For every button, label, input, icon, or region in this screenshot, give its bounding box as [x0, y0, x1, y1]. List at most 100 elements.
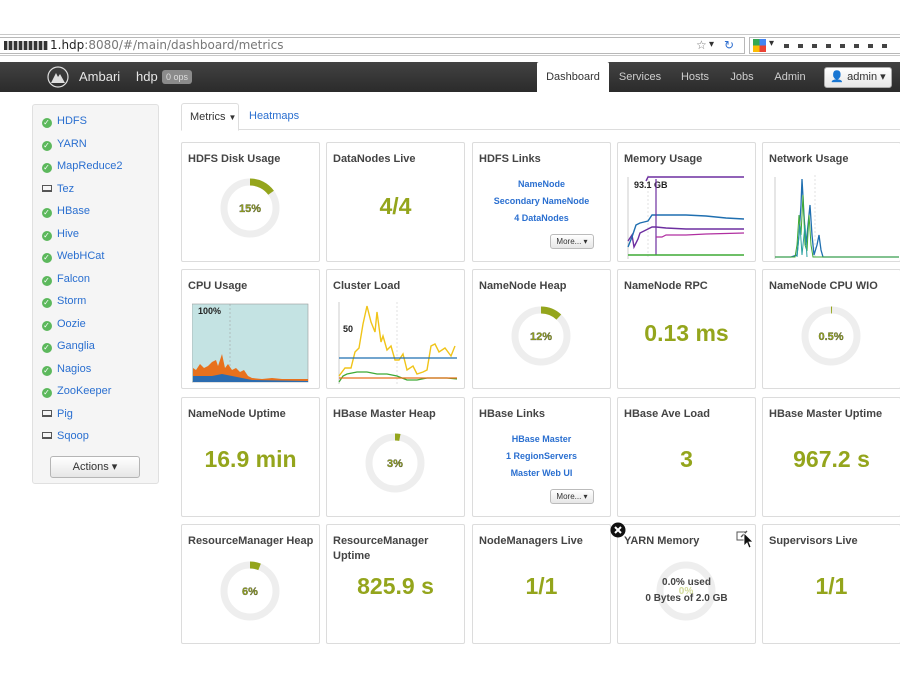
yarn-memory-detail: 0 Bytes of 2.0 GB: [645, 593, 728, 604]
sidebar-item-pig[interactable]: Pig: [41, 406, 73, 422]
nav-tab-services[interactable]: Services: [618, 71, 662, 83]
status-ok-icon: ✓: [41, 275, 52, 286]
regionservers-link[interactable]: 1 RegionServers: [505, 451, 578, 461]
browser-url-bar: 1.hdp:8080/#/main/dashboard/metrics ☆ ▾ …: [0, 34, 900, 56]
search-engine-box[interactable]: ▾: [749, 37, 900, 54]
sidebar-item-falcon[interactable]: ✓ Falcon: [41, 271, 90, 287]
sidebar-item-storm[interactable]: ✓ Storm: [41, 293, 86, 309]
yarn-memory-donut: 0%: [656, 561, 716, 621]
widget-network-usage[interactable]: Network Usage: [762, 142, 900, 262]
master-web-ui-link[interactable]: Master Web UI: [510, 468, 573, 478]
widget-namenode-rpc[interactable]: NameNode RPC 0.13 ms: [617, 269, 756, 389]
widget-namenode-uptime[interactable]: NameNode Uptime 16.9 min: [181, 397, 320, 517]
sidebar-item-label: Hive: [57, 227, 80, 240]
bookmark-star-icon[interactable]: ☆: [696, 38, 707, 52]
sidebar-item-nagios[interactable]: ✓ Nagios: [41, 361, 91, 377]
url-input[interactable]: 1.hdp:8080/#/main/dashboard/metrics: [0, 37, 745, 54]
hbase-master-link[interactable]: HBase Master: [511, 434, 572, 444]
memory-usage-chart: 93.1 GB: [627, 175, 745, 259]
cpu-usage-label: 100%: [198, 306, 221, 316]
actions-button[interactable]: Actions ▾: [50, 456, 140, 478]
memory-usage-label: 93.1 GB: [634, 180, 668, 190]
widget-hbase-links: HBase Links HBase Master 1 RegionServers…: [472, 397, 611, 517]
hbase-ave-load-value: 3: [680, 446, 693, 472]
sidebar-item-yarn[interactable]: ✓ YARN: [41, 136, 87, 152]
url-path: :8080/#/main/dashboard/metrics: [84, 38, 284, 52]
datanodes-link[interactable]: 4 DataNodes: [514, 213, 569, 223]
ambari-logo-icon[interactable]: [47, 66, 69, 88]
widget-hbase-ave-load[interactable]: HBase Ave Load 3: [617, 397, 756, 517]
widget-title: Supervisors Live: [769, 535, 858, 547]
sidebar-item-hive[interactable]: ✓ Hive: [41, 226, 79, 242]
widget-nodemanagers-live[interactable]: NodeManagers Live 1/1: [472, 524, 611, 644]
widget-memory-usage[interactable]: Memory Usage 93.1 GB: [617, 142, 756, 262]
user-menu-button[interactable]: 👤 admin ▾: [824, 67, 892, 88]
nav-tab-jobs[interactable]: Jobs: [730, 71, 754, 83]
status-ok-icon: ✓: [41, 163, 52, 173]
client-laptop-icon: [41, 406, 52, 422]
caret-down-icon: ▼: [228, 113, 237, 122]
sidebar-item-tez[interactable]: Tez: [41, 181, 74, 197]
sidebar-item-mapreduce2[interactable]: ✓ MapReduce2: [41, 158, 122, 174]
sidebar-item-label: Falcon: [57, 272, 91, 285]
client-laptop-icon: [41, 181, 52, 197]
status-ok-icon: ✓: [41, 388, 52, 398]
sidebar-item-oozie[interactable]: ✓ Oozie: [41, 316, 86, 332]
delete-widget-icon[interactable]: [610, 522, 626, 538]
widget-cluster-load[interactable]: Cluster Load 50: [326, 269, 465, 389]
widget-yarn-memory[interactable]: YARN Memory 0% 0.0% used 0 Bytes of 2.0 …: [617, 524, 756, 644]
yarn-memory-used: 0.0% used: [662, 577, 711, 588]
widget-supervisors-live[interactable]: Supervisors Live 1/1: [762, 524, 900, 644]
sidebar-item-hdfs[interactable]: ✓ HDFS: [41, 113, 87, 129]
hdfs-more-button[interactable]: More... ▾: [550, 234, 594, 249]
widget-datanodes-live[interactable]: DataNodes Live 4/4: [326, 142, 465, 262]
client-laptop-icon: [41, 428, 52, 444]
tab-heatmaps[interactable]: Heatmaps: [249, 110, 300, 122]
sidebar-item-ganglia[interactable]: ✓ Ganglia: [41, 338, 95, 354]
sidebar-item-zookeeper[interactable]: ✓ ZooKeeper: [41, 383, 111, 399]
widget-namenode-cpu-wio[interactable]: NameNode CPU WIO 0.5%: [762, 269, 900, 389]
widget-hdfs-disk-usage[interactable]: HDFS Disk Usage 15%: [181, 142, 320, 262]
mouse-cursor-icon: [743, 532, 754, 549]
nav-tab-admin[interactable]: Admin: [774, 71, 806, 83]
ops-badge[interactable]: 0 ops: [162, 70, 193, 84]
reload-icon[interactable]: ↻: [724, 38, 735, 52]
nav-tab-hosts[interactable]: Hosts: [680, 71, 710, 83]
sidebar-item-label: HBase: [57, 205, 91, 217]
widget-hbase-master-heap[interactable]: HBase Master Heap 3%: [326, 397, 465, 517]
status-ok-icon: ✓: [41, 118, 52, 128]
resourcemanager-uptime-value: 825.9 s: [357, 573, 434, 599]
status-ok-icon: ✓: [41, 298, 52, 308]
nav-tab-dashboard[interactable]: Dashboard: [537, 62, 609, 92]
network-usage-chart: [774, 175, 899, 259]
sidebar-item-sqoop[interactable]: Sqoop: [41, 428, 89, 444]
widget-title: HBase Master Heap: [333, 408, 436, 420]
chevron-down-icon[interactable]: ▾: [709, 39, 715, 50]
widget-hbase-master-uptime[interactable]: HBase Master Uptime 967.2 s: [762, 397, 900, 517]
chevron-down-icon[interactable]: ▾: [769, 38, 775, 49]
sidebar-item-label: Tez: [57, 182, 75, 195]
cluster-load-chart: 50: [338, 302, 458, 384]
user-icon: 👤: [830, 71, 845, 83]
widget-resourcemanager-uptime[interactable]: ResourceManager Uptime 825.9 s: [326, 524, 465, 644]
brand-name[interactable]: Ambari: [79, 69, 121, 84]
nodemanagers-live-value: 1/1: [525, 573, 558, 599]
secondary-namenode-link[interactable]: Secondary NameNode: [493, 196, 590, 206]
widget-cpu-usage[interactable]: CPU Usage 100%: [181, 269, 320, 389]
tab-metrics[interactable]: Metrics ▼: [181, 103, 239, 131]
user-menu-label: admin: [847, 71, 878, 83]
widget-title: Memory Usage: [624, 153, 703, 165]
hbase-more-button[interactable]: More... ▾: [550, 489, 594, 504]
status-ok-icon: ✓: [41, 253, 52, 263]
sidebar-item-webhcat[interactable]: ✓ WebHCat: [41, 248, 104, 264]
google-icon: [753, 39, 766, 52]
widget-namenode-heap[interactable]: NameNode Heap 12%: [472, 269, 611, 389]
actions-label: Actions: [72, 461, 109, 473]
namenode-link[interactable]: NameNode: [517, 179, 565, 189]
widget-resourcemanager-heap[interactable]: ResourceManager Heap 6%: [181, 524, 320, 644]
cluster-name[interactable]: hdp: [136, 69, 158, 84]
donut-percent-label: 12%: [530, 331, 552, 343]
sidebar-item-hbase[interactable]: ✓ HBase: [41, 203, 90, 219]
widget-title: HDFS Links: [479, 153, 541, 165]
more-label: More...: [556, 492, 582, 501]
